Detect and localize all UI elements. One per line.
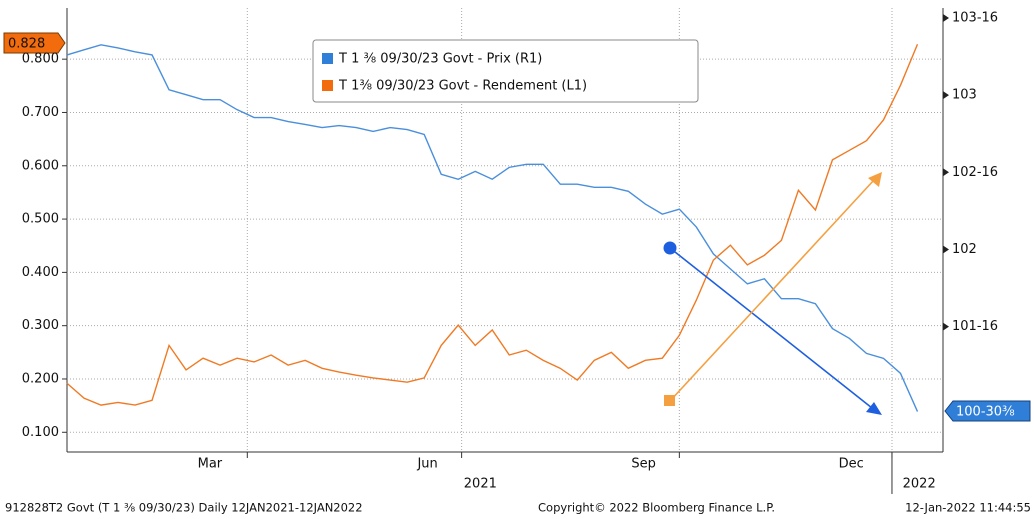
y2-tick-label: 103 bbox=[952, 88, 977, 103]
arrow-head bbox=[866, 402, 882, 415]
y-tick-label: 0.600 bbox=[22, 158, 59, 173]
y2-tick bbox=[943, 14, 949, 23]
y2-tick-label: 101-16 bbox=[952, 319, 998, 334]
x-tick-label: Jun bbox=[416, 457, 437, 472]
y2-tick-label: 102 bbox=[952, 242, 977, 257]
y-tick-label: 0.400 bbox=[22, 265, 59, 280]
annotation-arrow bbox=[669, 179, 875, 402]
legend-swatch bbox=[322, 80, 333, 91]
last-value-label: 0.828 bbox=[8, 37, 45, 52]
y2-tick-label: 102-16 bbox=[952, 165, 998, 180]
y2-tick bbox=[943, 91, 949, 100]
y-tick-label: 0.800 bbox=[22, 52, 59, 67]
y2-tick bbox=[943, 168, 949, 177]
annotation-arrow bbox=[669, 247, 873, 409]
series-line bbox=[66, 44, 919, 412]
y2-tick-label: 103-16 bbox=[952, 11, 998, 26]
y-tick-label: 0.300 bbox=[22, 318, 59, 333]
footer-center: Copyright© 2022 Bloomberg Finance L.P. bbox=[538, 501, 775, 515]
legend-swatch bbox=[322, 53, 333, 64]
y2-tick bbox=[943, 322, 949, 331]
footer-left: 912828T2 Govt (T 1 ⅜ 09/30/23) Daily 12J… bbox=[5, 501, 363, 515]
series-line bbox=[66, 43, 919, 406]
legend-label: T 1⅜ 09/30/23 Govt - Rendement (L1) bbox=[338, 79, 587, 94]
arrow-start bbox=[664, 395, 675, 406]
y-tick-label: 0.700 bbox=[22, 105, 59, 120]
year-label: 2022 bbox=[903, 477, 936, 492]
last-value-tag bbox=[944, 400, 1031, 422]
footer-right: 12-Jan-2022 11:44:55 bbox=[905, 501, 1031, 515]
legend bbox=[312, 39, 699, 103]
arrow-start bbox=[663, 241, 677, 255]
legend-label: T 1 ⅜ 09/30/23 Govt - Prix (R1) bbox=[338, 52, 542, 67]
y-tick-label: 0.100 bbox=[22, 425, 59, 440]
arrow-head bbox=[868, 172, 882, 187]
x-tick-label: Mar bbox=[198, 457, 223, 472]
last-value-tag bbox=[3, 32, 66, 54]
y-tick-label: 0.500 bbox=[22, 212, 59, 227]
last-value-label: 100-30⅜ bbox=[956, 405, 1015, 420]
x-tick-label: Dec bbox=[839, 457, 864, 472]
y-tick-label: 0.200 bbox=[22, 371, 59, 386]
year-label: 2021 bbox=[464, 477, 497, 492]
y2-tick bbox=[943, 245, 949, 254]
x-tick-label: Sep bbox=[631, 457, 656, 472]
